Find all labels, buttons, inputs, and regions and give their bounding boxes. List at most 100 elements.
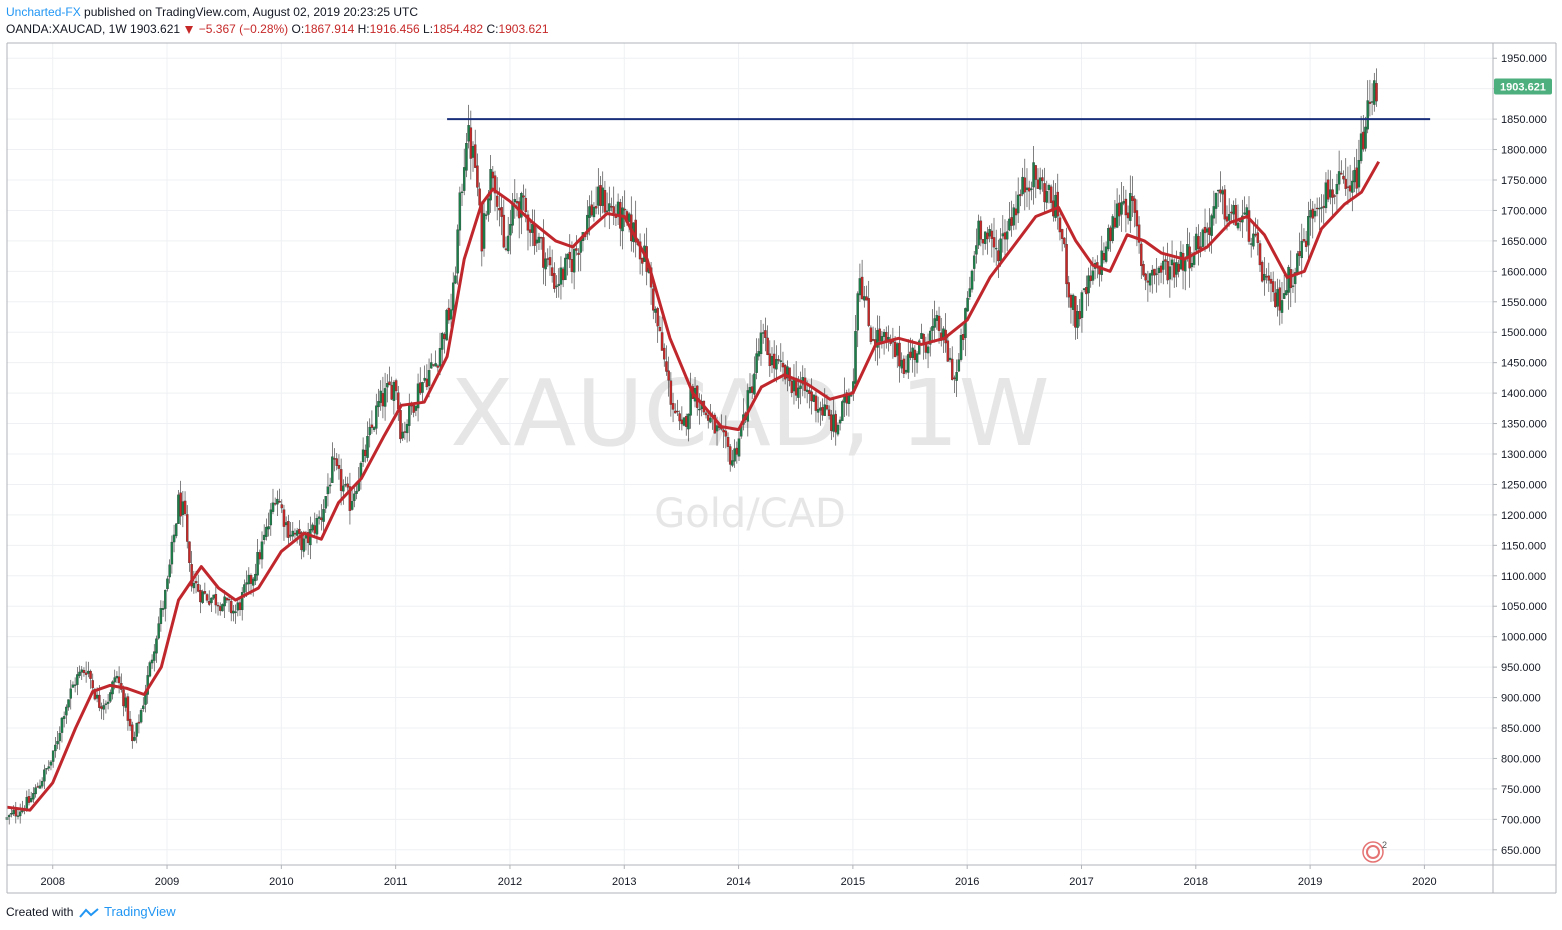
candle-body [320, 517, 323, 521]
candle-body [1063, 237, 1066, 245]
candle-body [654, 308, 657, 313]
candle-body [1078, 311, 1081, 320]
candle [766, 325, 769, 356]
candle-body [1234, 204, 1238, 226]
candle-body [25, 797, 29, 811]
time-tick-label: 2008 [40, 876, 64, 888]
candle-body [1331, 189, 1334, 198]
candle-body [133, 737, 136, 741]
candle-body [1247, 210, 1251, 242]
candle-body [1102, 253, 1106, 261]
candle-body [168, 564, 171, 578]
candle [298, 520, 301, 546]
candle [38, 779, 42, 789]
candle-body [539, 237, 543, 239]
time-tick-label: 2012 [498, 876, 522, 888]
candle-body [674, 410, 677, 414]
candle-body [1036, 179, 1040, 189]
candle [1342, 170, 1345, 184]
candle-body [342, 485, 345, 492]
candle-body [456, 229, 459, 274]
candle [133, 731, 136, 742]
candle-body [757, 351, 761, 357]
candle-body [1280, 300, 1284, 313]
candle-body [280, 504, 284, 509]
candle-body [1109, 227, 1112, 242]
candle [251, 576, 255, 597]
author-link[interactable]: Uncharted-FX [6, 5, 81, 19]
created-with-label: Created with [6, 905, 74, 919]
time-axis[interactable]: 2008 2009 2010 2011 2012 2013 2014 2015 2016 2017… [40, 865, 1437, 888]
candle-body [313, 525, 317, 534]
candle [350, 489, 354, 511]
candle-body [1287, 266, 1290, 293]
candle [1107, 224, 1110, 252]
candle [955, 359, 958, 397]
candle [724, 415, 728, 449]
candle-body [775, 358, 778, 370]
candle-body [1197, 236, 1200, 249]
candle-body [634, 219, 637, 243]
price-tick-label: 1350.000 [1501, 419, 1547, 431]
candle-body [476, 165, 479, 188]
candle-body [627, 213, 631, 222]
candle-body [155, 638, 158, 654]
price-chart[interactable]: XAUCAD, 1W Gold/CAD 650.000700.000750.00… [0, 0, 1562, 900]
candle-body [1111, 216, 1114, 242]
candle-body [1082, 288, 1086, 291]
candle-body [458, 192, 462, 231]
events-icon[interactable]: 2 [1362, 840, 1387, 863]
candle [414, 405, 418, 417]
candle-body [124, 697, 127, 708]
candle-body [937, 315, 941, 331]
candle-body [414, 405, 418, 411]
candle [1271, 271, 1275, 302]
candle-body [1221, 190, 1224, 195]
candle-body [572, 249, 576, 273]
candle [550, 249, 554, 283]
candle-body [487, 198, 490, 215]
candle-body [577, 252, 580, 255]
candle-body [946, 340, 950, 362]
candle-body [1137, 224, 1141, 243]
candle [667, 356, 670, 397]
candle-body [1091, 270, 1095, 281]
candle-body [445, 310, 448, 341]
candle-body [194, 581, 198, 584]
candle-body [1320, 207, 1323, 209]
candle-body [605, 210, 609, 212]
candle-body [218, 606, 222, 611]
tradingview-brand-link[interactable]: TradingView [104, 904, 176, 919]
candle-body [915, 353, 919, 363]
candle [458, 186, 462, 246]
candle [190, 551, 193, 592]
candle-body [256, 551, 259, 576]
candle-body [269, 509, 273, 526]
candle [1137, 216, 1141, 254]
candle-body [339, 469, 343, 491]
candle-body [251, 578, 255, 586]
candle [377, 388, 380, 417]
candle-body [265, 526, 268, 537]
candle [269, 503, 273, 536]
candle-body [260, 541, 264, 560]
candle [737, 431, 741, 461]
candle-body [860, 276, 864, 300]
candle [491, 166, 495, 190]
candle [1289, 250, 1293, 308]
candle-body [1087, 275, 1090, 294]
candle-body [460, 191, 464, 193]
candle-body [1142, 264, 1145, 276]
candle-body [1216, 189, 1220, 192]
candle-body [326, 486, 330, 495]
candle-body [810, 391, 813, 402]
price-axis[interactable]: 650.000 700.000 750.000 800.000 850.000 900.0… [1493, 53, 1547, 857]
candle-body [366, 435, 369, 458]
candle-body [221, 604, 224, 612]
candle-body [1368, 101, 1372, 104]
candle [1111, 214, 1114, 244]
candle-body [1245, 207, 1249, 216]
candle-body [298, 528, 301, 534]
candle-body [423, 377, 426, 381]
candle [1049, 184, 1053, 210]
